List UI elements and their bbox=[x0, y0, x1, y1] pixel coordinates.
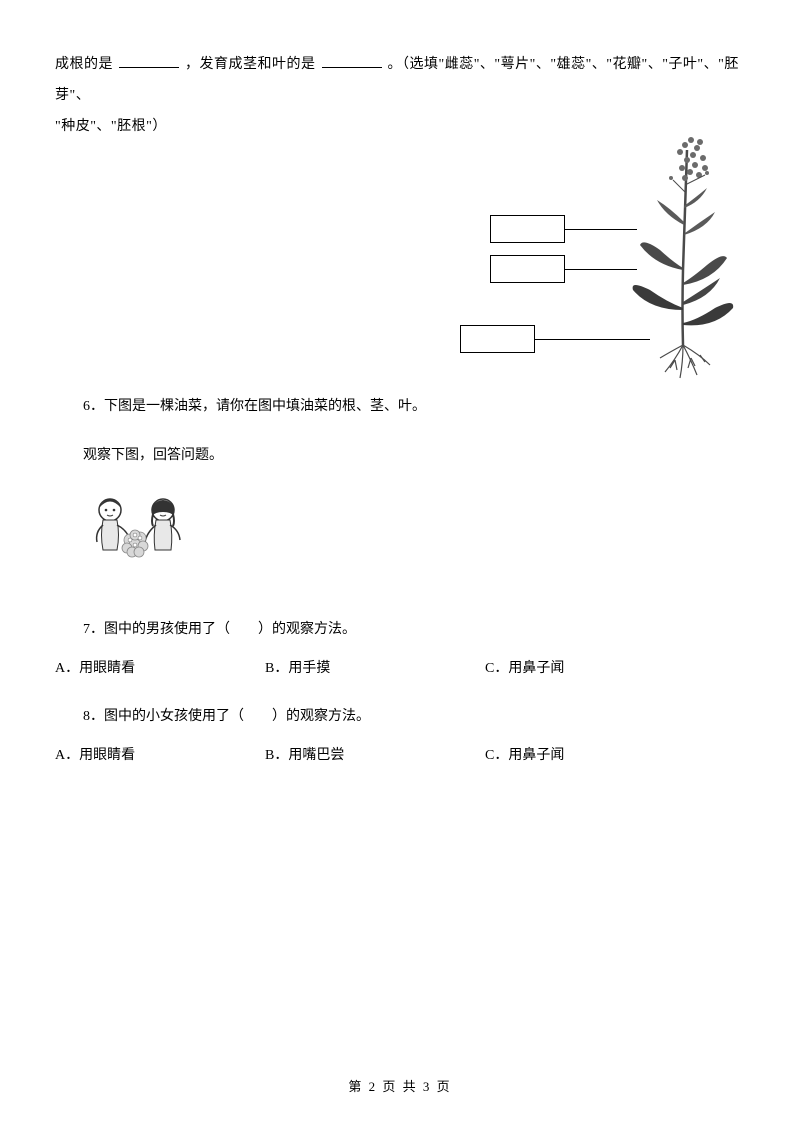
q7-option-c[interactable]: C．用鼻子闻 bbox=[485, 654, 745, 685]
intro-text-1: 成根的是 bbox=[55, 57, 113, 72]
plant-label-box-1[interactable] bbox=[490, 215, 565, 243]
intro-paragraph: 成根的是 ，发育成茎和叶的是 。（选填"雌蕊"、"萼片"、"雄蕊"、"花瓣"、"… bbox=[55, 50, 745, 112]
q8-option-a[interactable]: A．用眼睛看 bbox=[55, 741, 265, 772]
blank-2[interactable] bbox=[322, 54, 382, 68]
plant-label-box-2[interactable] bbox=[490, 255, 565, 283]
q8-option-c[interactable]: C．用鼻子闻 bbox=[485, 741, 745, 772]
plant-illustration bbox=[615, 130, 745, 410]
intro-line2: "种皮"、"胚根"） bbox=[55, 119, 167, 134]
q7-option-a[interactable]: A．用眼睛看 bbox=[55, 654, 265, 685]
q7-option-b[interactable]: B．用手摸 bbox=[265, 654, 485, 685]
question-7: 7．图中的男孩使用了（ ）的观察方法。 bbox=[55, 615, 745, 646]
intro-text-2: ，发育成茎和叶的是 bbox=[185, 57, 316, 72]
plant-label-box-3[interactable] bbox=[460, 325, 535, 353]
question-7-options: A．用眼睛看 B．用手摸 C．用鼻子闻 bbox=[55, 654, 745, 685]
q8-option-b[interactable]: B．用嘴巴尝 bbox=[265, 741, 485, 772]
blank-1[interactable] bbox=[119, 54, 179, 68]
page-footer: 第 2 页 共 3 页 bbox=[0, 1073, 800, 1102]
question-8: 8．图中的小女孩使用了（ ）的观察方法。 bbox=[55, 702, 745, 733]
question-8-options: A．用眼睛看 B．用嘴巴尝 C．用鼻子闻 bbox=[55, 741, 745, 772]
observe-instruction: 观察下图，回答问题。 bbox=[55, 441, 745, 472]
children-illustration bbox=[85, 490, 190, 580]
plant-diagram bbox=[445, 130, 745, 410]
